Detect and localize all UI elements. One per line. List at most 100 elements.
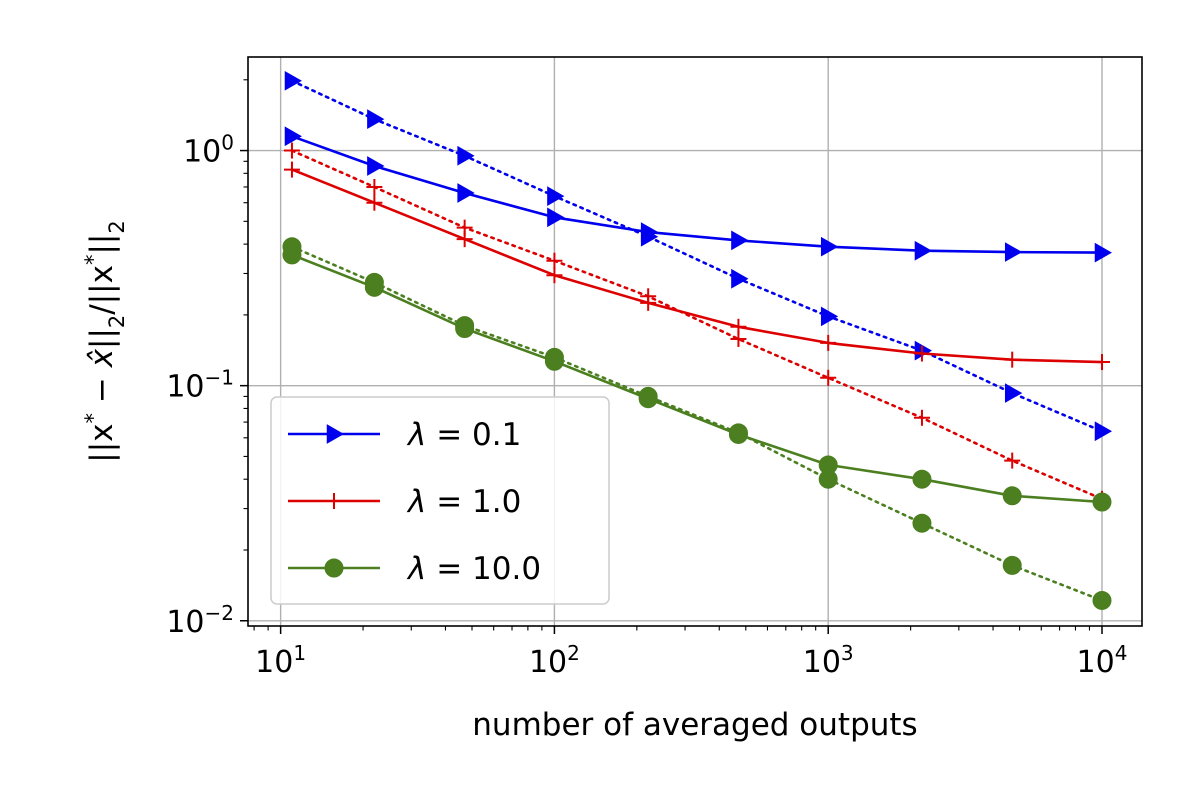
point-marker-circle — [1002, 555, 1022, 575]
x-tick-label: 101 — [255, 641, 306, 680]
point-marker-plus — [546, 267, 563, 284]
point-marker-circle — [544, 351, 564, 371]
point-marker-triangle — [1094, 421, 1112, 442]
point-marker-triangle — [820, 236, 839, 257]
point-marker-circle — [364, 277, 384, 297]
point-marker-triangle — [457, 183, 475, 203]
y-tick-base: 10 — [166, 605, 204, 640]
x-tick-base: 10 — [1077, 645, 1115, 680]
x-tick-base: 10 — [255, 645, 293, 680]
point-marker-circle — [324, 558, 344, 578]
point-marker-triangle — [731, 230, 749, 251]
x-tick-base: 10 — [529, 645, 567, 680]
point-marker-plus — [1004, 452, 1021, 469]
point-marker-plus — [730, 318, 747, 335]
point-marker-triangle — [1004, 383, 1023, 403]
point-marker-circle — [1092, 590, 1112, 610]
point-marker-triangle — [914, 340, 932, 361]
series-1 — [283, 142, 1110, 507]
point-marker-triangle — [284, 70, 302, 91]
x-tick-exponent: 1 — [293, 641, 306, 665]
y-tick-exponent: −2 — [205, 601, 234, 625]
point-marker-circle — [282, 245, 302, 265]
legend-symbol: λ — [406, 551, 426, 587]
point-marker-triangle — [731, 268, 749, 289]
point-marker-triangle — [914, 240, 932, 261]
point-marker-circle — [1092, 492, 1112, 512]
legend-label: λ = 0.1 — [406, 417, 521, 453]
point-marker-plus — [283, 161, 300, 178]
point-marker-triangle — [457, 145, 475, 166]
x-tick-label: 103 — [803, 641, 854, 680]
point-marker-circle — [1002, 486, 1022, 506]
series-dotted-line — [290, 149, 1104, 501]
point-marker-triangle — [820, 306, 839, 327]
x-tick-label: 104 — [1077, 641, 1128, 680]
legend-item: λ = 10.0 — [288, 551, 541, 587]
point-marker-triangle — [284, 126, 302, 147]
legend-label: λ = 1.0 — [406, 484, 521, 520]
point-marker-circle — [912, 513, 932, 533]
legend-value: = 0.1 — [426, 417, 521, 453]
y-axis-label: ||x* − x̂||2/||x*||2 — [81, 220, 129, 463]
y-tick-label: 100 — [183, 131, 234, 170]
series-solid-line — [291, 168, 1103, 364]
point-marker-circle — [638, 389, 658, 409]
point-marker-triangle — [1094, 242, 1112, 263]
point-marker-plus — [283, 142, 300, 159]
point-marker-plus — [913, 345, 930, 362]
legend-symbol: λ — [406, 484, 426, 520]
legend: λ = 0.1λ = 1.0λ = 10.0 — [270, 396, 610, 605]
point-marker-triangle — [547, 186, 565, 206]
y-tick-exponent: 0 — [221, 131, 234, 155]
legend-item: λ = 1.0 — [288, 484, 521, 520]
legend-box — [270, 396, 610, 605]
point-marker-triangle — [547, 207, 565, 228]
y-tick-exponent: −1 — [205, 366, 234, 390]
point-marker-triangle — [640, 222, 659, 242]
legend-value: = 1.0 — [426, 484, 521, 520]
point-marker-plus — [913, 409, 930, 426]
point-marker-plus — [366, 194, 383, 211]
series-dotted-line — [290, 245, 1104, 602]
x-tick-exponent: 3 — [841, 641, 854, 665]
y-tick-base: 10 — [183, 135, 221, 170]
x-tick-label: 102 — [529, 641, 580, 680]
point-marker-triangle — [367, 109, 385, 130]
point-marker-plus — [366, 178, 383, 195]
point-marker-triangle — [326, 424, 345, 444]
plot-series — [282, 70, 1112, 610]
x-axis-label: number of averaged outputs — [472, 707, 917, 743]
point-marker-plus — [820, 369, 837, 386]
point-marker-plus — [546, 252, 563, 269]
plot-frame — [247, 56, 1143, 627]
point-marker-circle — [912, 469, 932, 489]
x-tick-exponent: 2 — [567, 641, 580, 665]
legend-item: λ = 0.1 — [288, 417, 521, 453]
point-marker-triangle — [1004, 242, 1023, 262]
point-marker-plus — [1093, 354, 1110, 371]
point-marker-plus — [1004, 351, 1021, 368]
point-marker-circle — [455, 319, 475, 339]
point-marker-plus — [820, 334, 837, 351]
point-marker-triangle — [367, 156, 385, 176]
point-marker-circle — [728, 424, 748, 444]
y-tick-base: 10 — [166, 370, 204, 405]
series-solid-line — [291, 135, 1103, 254]
point-marker-plus — [640, 294, 657, 311]
y-tick-label: 10−1 — [166, 366, 234, 405]
series-2 — [282, 237, 1112, 610]
y-tick-label: 10−2 — [166, 601, 234, 640]
grid — [248, 57, 1142, 626]
x-tick-base: 10 — [803, 645, 841, 680]
legend-label: λ = 10.0 — [406, 551, 541, 587]
point-marker-circle — [818, 455, 838, 475]
x-tick-exponent: 4 — [1115, 641, 1128, 665]
point-marker-plus — [456, 231, 473, 248]
series-solid-line — [291, 253, 1103, 504]
point-marker-plus — [326, 493, 342, 509]
series-dotted-line — [290, 79, 1104, 433]
legend-value: = 10.0 — [426, 551, 541, 587]
